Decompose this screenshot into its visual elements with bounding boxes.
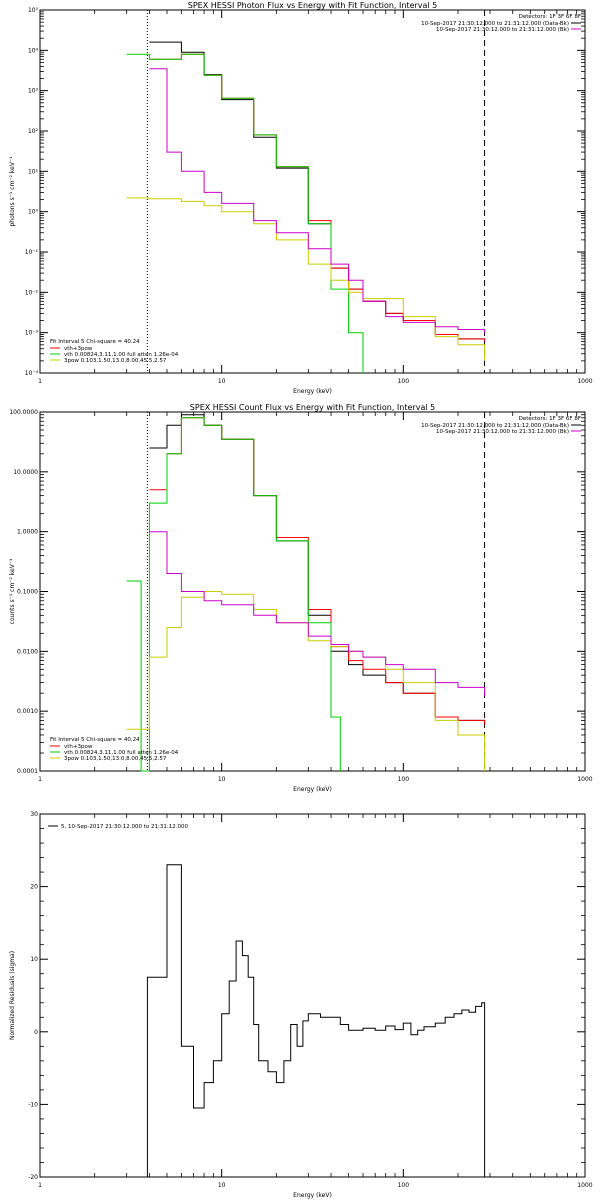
fit-legend-entry: 3pow 0.103,1.50,13.0,8.00,45.5,2.57 <box>64 358 167 364</box>
y-tick-label: 10 <box>30 956 38 963</box>
photon-flux-chart: SPEX HESSI Photon Flux vs Energy with Fi… <box>9 1 593 395</box>
y-tick-label: 10³ <box>28 88 39 95</box>
fit-legend-entry: vth 0.00824,3.11,1.00 full atten 1.26e-0… <box>64 352 179 358</box>
x-tick-label: 1 <box>38 378 42 385</box>
x-tick-label: 1000 <box>577 378 592 385</box>
y-tick-label: 0.0001 <box>17 768 38 775</box>
chart-title: SPEX HESSI Count Flux vs Energy with Fit… <box>190 403 435 412</box>
y-tick-label: 100.0000 <box>9 409 38 416</box>
fit-legend-header: Fit Interval 5 Chi-square = 40.24 <box>50 339 140 345</box>
plot-frame <box>39 813 586 1178</box>
y-tick-label: 10⁰ <box>28 209 39 216</box>
y-tick-label: 10⁴ <box>28 47 39 54</box>
y-tick-label: -10 <box>28 1101 38 1108</box>
y-tick-label: 30 <box>30 811 38 818</box>
fit-legend-entry: vth+3pow <box>64 346 93 352</box>
x-tick-label: 1000 <box>577 776 592 783</box>
y-tick-label: 10⁵ <box>28 7 39 14</box>
y-tick-label: 10⁻² <box>25 289 39 296</box>
y-tick-label: 0.0100 <box>17 648 38 655</box>
y-tick-label: 10⁻³ <box>25 330 39 337</box>
series-line-4 <box>149 68 486 333</box>
fit-legend-header: Fit Interval 5 Chi-square = 40.24 <box>50 737 140 743</box>
y-axis-label: counts s⁻¹ cm⁻² keV⁻¹ <box>9 558 16 624</box>
chart-title: SPEX HESSI Photon Flux vs Energy with Fi… <box>188 1 438 10</box>
x-tick-label: 1000 <box>577 1182 592 1189</box>
plot-frame <box>39 411 586 772</box>
count-flux-chart: SPEX HESSI Count Flux vs Energy with Fit… <box>9 403 593 793</box>
y-tick-label: 0.1000 <box>17 589 38 596</box>
legend-header: Detectors: 1F 3F 6F 8F <box>519 14 581 20</box>
series-line-4 <box>149 531 486 696</box>
residuals-chart: 1 10 100 1000 Energy (keV) -20 -10 0 10 20 30 Norma… <box>9 811 593 1199</box>
series-line-2 <box>126 417 341 772</box>
legend-entry: 10-Sep-2017 21:30:12.000 to 21:31:12.000… <box>421 21 569 27</box>
x-tick-label: 10 <box>218 776 226 783</box>
y-tick-label: 20 <box>30 884 38 891</box>
series-line-0 <box>149 41 486 342</box>
x-tick-label: 10 <box>218 378 226 385</box>
series-line-2 <box>126 53 364 373</box>
series-line-1 <box>149 417 486 725</box>
legend-entry: 10-Sep-2017 21:30:12.000 to 21:31:12.000… <box>436 429 569 435</box>
x-axis-label: Energy (keV) <box>293 786 332 793</box>
fit-legend-entry: vth+3pow <box>64 744 93 750</box>
y-axis-label: photons s⁻¹ cm⁻² keV⁻¹ <box>9 156 16 227</box>
y-tick-label: 1.0000 <box>17 529 38 536</box>
plot-frame <box>39 9 586 374</box>
legend-entry: 10-Sep-2017 21:30:12.000 to 21:31:12.000… <box>436 27 569 33</box>
y-tick-label: 10⁻¹ <box>25 249 39 256</box>
x-axis-label: Energy (keV) <box>293 388 332 395</box>
y-tick-label: 10² <box>28 128 39 135</box>
series-line-0 <box>149 414 486 725</box>
series-line-3 <box>126 591 486 771</box>
legend-entry: 5, 10-Sep-2017 21:30:12.000 to 21:31:12.… <box>61 824 188 830</box>
series-line-0 <box>146 864 486 1177</box>
x-tick-label: 100 <box>398 378 410 385</box>
x-tick-label: 100 <box>398 776 410 783</box>
y-tick-label: 0 <box>34 1029 38 1036</box>
x-tick-label: 100 <box>398 1182 410 1189</box>
x-tick-label: 1 <box>38 776 42 783</box>
y-tick-label: -20 <box>28 1174 38 1181</box>
legend-entry: 10-Sep-2017 21:30:12.000 to 21:31:12.000… <box>421 423 569 429</box>
y-tick-label: 10¹ <box>28 168 39 175</box>
y-axis-label: Normalized Residuals (sigma) <box>9 951 16 1040</box>
x-tick-label: 1 <box>38 1182 42 1189</box>
fit-legend-entry: vth 0.00824,3.11,1.00 full atten 1.26e-0… <box>64 750 179 756</box>
fit-legend-entry: 3pow 0.103,1.50,13.0,8.00,45.5,2.57 <box>64 756 167 762</box>
x-axis-label: Energy (keV) <box>293 1192 332 1199</box>
y-tick-label: 10.0000 <box>13 469 38 476</box>
y-tick-label: 0.0010 <box>17 708 38 715</box>
series-line-3 <box>126 197 486 361</box>
legend-header: Detectors: 1F 3F 6F 8F <box>519 416 581 422</box>
x-tick-label: 10 <box>218 1182 226 1189</box>
series-line-1 <box>149 53 486 342</box>
y-tick-label: 10⁻⁴ <box>25 370 39 377</box>
